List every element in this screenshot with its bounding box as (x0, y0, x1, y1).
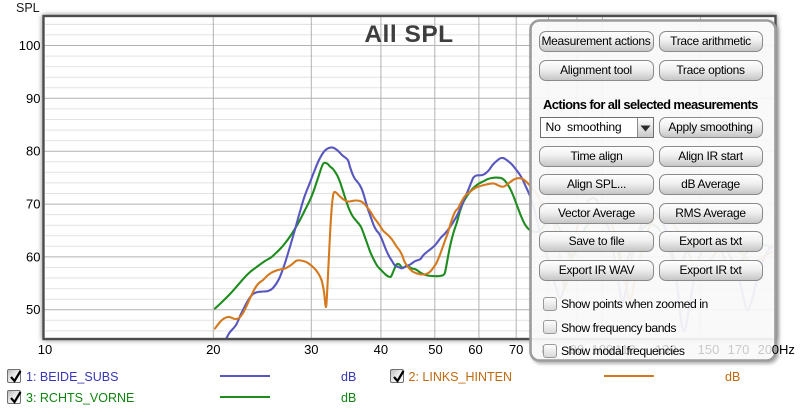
svg-text:70: 70 (509, 342, 523, 357)
svg-text:60: 60 (468, 342, 482, 357)
svg-text:90: 90 (570, 342, 584, 357)
svg-text:20: 20 (206, 342, 220, 357)
svg-text:50: 50 (26, 302, 40, 317)
svg-text:SPL: SPL (16, 1, 40, 15)
svg-text:0Hz: 0Hz (772, 342, 795, 357)
svg-text:150: 150 (698, 342, 720, 357)
svg-text:200: 200 (758, 342, 780, 357)
svg-text:80: 80 (26, 144, 40, 159)
svg-text:50: 50 (428, 342, 442, 357)
svg-text:All SPL: All SPL (364, 21, 453, 48)
svg-text:100: 100 (19, 38, 41, 53)
svg-text:30: 30 (304, 342, 318, 357)
svg-text:130: 130 (655, 342, 677, 357)
svg-text:170: 170 (728, 342, 750, 357)
svg-text:70: 70 (26, 197, 40, 212)
svg-text:110: 110 (615, 342, 636, 357)
svg-text:60: 60 (26, 249, 40, 264)
svg-text:90: 90 (26, 91, 40, 106)
svg-text:40: 40 (374, 342, 388, 357)
svg-text:100: 100 (592, 342, 614, 357)
svg-text:10: 10 (38, 342, 52, 357)
